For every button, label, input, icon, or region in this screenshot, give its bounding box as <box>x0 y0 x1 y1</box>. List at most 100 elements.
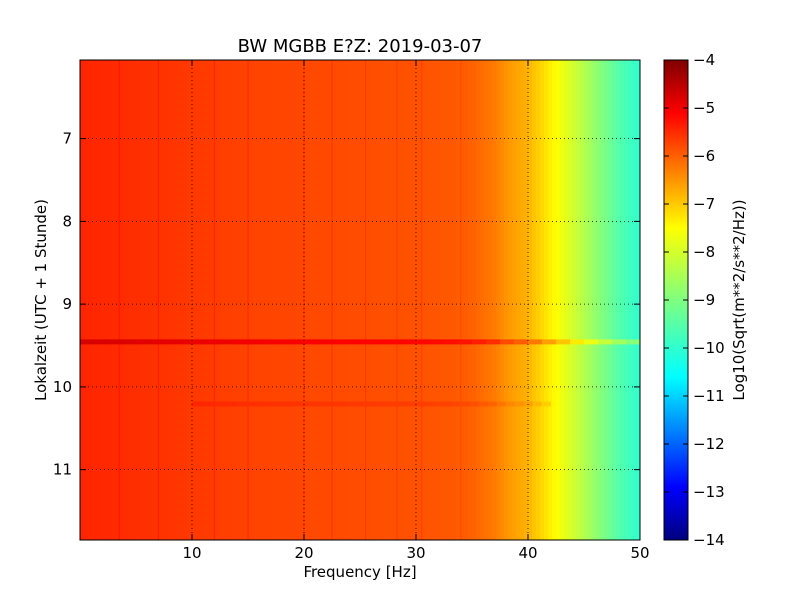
heatmap-cell <box>340 60 345 540</box>
heatmap-cell <box>572 60 577 540</box>
event-segment <box>150 339 165 345</box>
heatmap-cell <box>400 60 405 540</box>
colorbar-tick-label: −14 <box>693 531 725 549</box>
heatmap-cell <box>152 60 157 540</box>
heatmap-cell <box>492 60 497 540</box>
heatmap-cell <box>272 60 277 540</box>
heatmap-cell <box>404 60 409 540</box>
heatmap-cell <box>420 60 425 540</box>
heatmap-cell <box>504 60 509 540</box>
event-segment <box>304 339 319 345</box>
y-tick-label: 10 <box>53 378 72 396</box>
heatmap-cell <box>344 60 349 540</box>
heatmap-cell <box>288 60 293 540</box>
heatmap-cell <box>532 60 537 540</box>
heatmap-cell <box>452 60 457 540</box>
heatmap-cell <box>440 60 445 540</box>
heatmap-cell <box>164 60 169 540</box>
event-segment <box>360 339 375 345</box>
event-segment <box>424 401 435 407</box>
heatmap-cell <box>548 60 553 540</box>
event-segment <box>248 339 263 345</box>
vertical-spectral-lines <box>118 60 462 540</box>
colorbar-tick-label: −5 <box>693 99 715 117</box>
heatmap-cell <box>160 60 165 540</box>
heatmap-cell <box>372 60 377 540</box>
event-segment <box>472 339 487 345</box>
event-segment <box>478 401 489 407</box>
event-segment <box>514 339 529 345</box>
event-segment <box>458 339 473 345</box>
event-segment <box>206 339 221 345</box>
event-segment <box>122 339 137 345</box>
grid-lines <box>80 60 640 540</box>
event-segment <box>272 401 283 407</box>
event-segment <box>290 401 301 407</box>
event-segment <box>108 339 123 345</box>
heatmap-cell <box>228 60 233 540</box>
event-segment <box>532 401 542 407</box>
colorbar-label: Log10(Sqrt(m**2/s**2/Hz)) <box>730 199 748 400</box>
event-segment <box>388 339 403 345</box>
heatmap-cell <box>392 60 397 540</box>
heatmap-cell <box>240 60 245 540</box>
y-axis-ticks: 7 8 9 10 11 <box>53 130 640 479</box>
heatmap-cell <box>596 60 601 540</box>
colorbar-tick-label: −10 <box>693 339 725 357</box>
heatmap-cell <box>396 60 401 540</box>
event-segment <box>299 401 309 407</box>
heatmap-cell <box>180 60 185 540</box>
heatmap-cell <box>84 60 89 540</box>
event-segment <box>263 401 274 407</box>
event-segment <box>389 401 399 407</box>
heatmap-cell <box>224 60 229 540</box>
heatmap-cell <box>88 60 93 540</box>
event-segment <box>556 339 571 345</box>
event-segment <box>416 401 426 407</box>
heatmap-cell <box>284 60 289 540</box>
heatmap-cell <box>204 60 209 540</box>
heatmap-cell <box>568 60 573 540</box>
heatmap-cell <box>412 60 417 540</box>
heatmap-cell <box>296 60 301 540</box>
heatmap-cell <box>368 60 373 540</box>
heatmap-cell <box>136 60 141 540</box>
heatmap-cell <box>476 60 481 540</box>
heatmap-cell <box>312 60 317 540</box>
x-tick-label: 10 <box>182 544 201 562</box>
heatmap-cell <box>280 60 285 540</box>
event-segment <box>451 401 462 407</box>
event-segment <box>290 339 305 345</box>
event-segment <box>346 339 361 345</box>
heatmap-cell <box>500 60 505 540</box>
y-axis-label: Lokalzeit (UTC + 1 Stunde) <box>32 199 50 401</box>
event-segment <box>80 339 95 345</box>
event-segment <box>433 401 444 407</box>
event-segment <box>469 401 480 407</box>
heatmap-cell <box>612 60 617 540</box>
heatmap-cell <box>184 60 189 540</box>
event-segment <box>344 401 354 407</box>
heatmap-cell <box>628 60 633 540</box>
heatmap-cell <box>484 60 489 540</box>
heatmap-cell <box>508 60 513 540</box>
heatmap-cell <box>624 60 629 540</box>
event-segment <box>332 339 347 345</box>
colorbar-tick-label: −6 <box>693 147 715 165</box>
heatmap-cell <box>480 60 485 540</box>
colorbar-tick-label: −12 <box>693 435 725 453</box>
event-segment <box>442 401 453 407</box>
x-tick-label: 40 <box>518 544 537 562</box>
heatmap-cell <box>176 60 181 540</box>
heatmap-cell <box>320 60 325 540</box>
event-segment <box>218 401 229 407</box>
event-segment <box>500 339 515 345</box>
event-segment <box>326 401 336 407</box>
heatmap-cell <box>300 60 305 540</box>
event-segment <box>598 339 613 345</box>
heatmap-cell <box>616 60 621 540</box>
event-segment <box>430 339 445 345</box>
heatmap-cell <box>496 60 501 540</box>
heatmap-cell <box>408 60 413 540</box>
heatmap-cells <box>80 60 640 540</box>
